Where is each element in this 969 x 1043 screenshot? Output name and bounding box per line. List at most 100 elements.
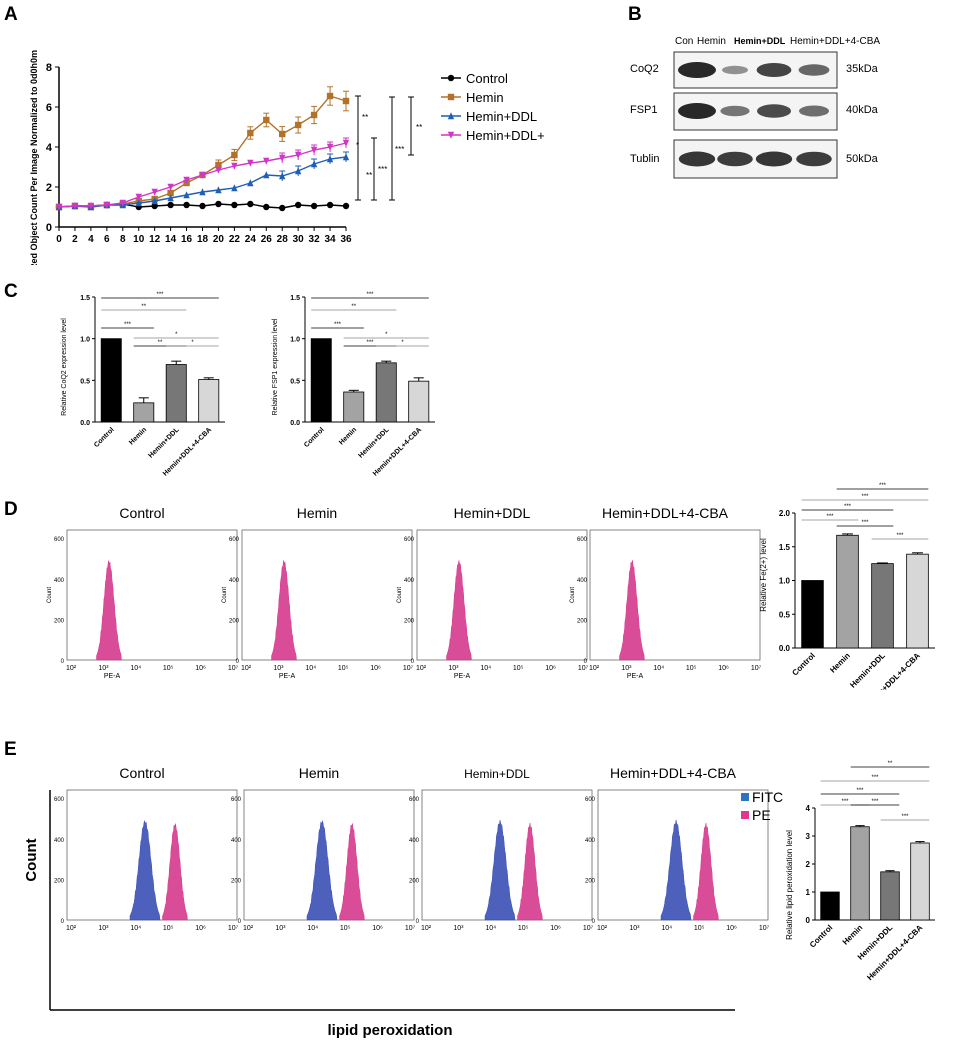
x-tick-label: Control	[790, 651, 816, 677]
data-point	[279, 154, 286, 162]
y-tick-label: 4	[806, 804, 811, 813]
data-point	[342, 139, 350, 147]
data-point	[167, 189, 174, 197]
flow-y-tick-label: 200	[577, 618, 588, 624]
flow-plot-title: Hemin+DDL+4-CBA	[610, 765, 737, 781]
data-point	[183, 201, 190, 209]
bar	[836, 534, 859, 649]
bar	[850, 826, 870, 921]
blot-band	[799, 105, 829, 117]
y-tick-label: 0.0	[290, 420, 300, 427]
panel-c-letter: C	[4, 281, 18, 302]
data-point	[447, 74, 455, 82]
flow-x-tick-label: 10⁷	[751, 665, 762, 672]
panel-e-letter: E	[4, 739, 17, 760]
data-point	[263, 116, 270, 124]
data-point	[310, 111, 318, 119]
histogram-peak	[306, 820, 338, 921]
x-tick-label: 24	[245, 234, 257, 245]
blot-band	[678, 62, 716, 78]
y-tick-label: 0	[806, 916, 811, 925]
sig-label: ***	[856, 788, 864, 794]
data-point	[151, 202, 158, 210]
blot-band	[717, 151, 753, 167]
histogram-peak	[484, 820, 516, 921]
data-point	[279, 172, 286, 180]
y-tick-label: 1.5	[290, 295, 300, 302]
data-point	[294, 121, 302, 129]
panel-b-western-blot: B Con Hemin Hemin+DDL Hemin+DDL+4-CBA Co…	[628, 4, 880, 179]
histogram-peak	[693, 823, 719, 921]
flow-x-tick-label: 10⁷	[228, 925, 239, 932]
panel-d-y-axis-label: Relative Fe(2+) level	[759, 538, 768, 612]
data-point	[247, 179, 254, 187]
bar	[820, 891, 840, 921]
series-line-2	[58, 156, 347, 208]
x-tick-label: 16	[181, 234, 193, 245]
sig-label: ***	[124, 322, 132, 328]
flow-y-tick-label: 400	[404, 578, 415, 584]
x-tick-label: Hemin+DDL	[148, 426, 182, 460]
flow-y-axis-label: Count	[222, 587, 228, 603]
histogram-peak	[162, 823, 188, 921]
flow-x-tick-label: 10²	[66, 925, 77, 932]
flow-x-tick-label: 10²	[66, 665, 77, 672]
bar	[198, 379, 220, 423]
flow-x-tick-label: 10⁷	[403, 665, 414, 672]
data-point	[263, 171, 270, 179]
flow-plot-title: Hemin+DDL	[454, 505, 531, 521]
sig-label: ***	[366, 292, 374, 298]
data-point	[183, 176, 190, 184]
flow-y-tick-label: 200	[231, 878, 242, 884]
sig-label: ***	[871, 775, 879, 781]
sig-label: **	[888, 761, 893, 767]
flow-y-tick-label: 400	[231, 838, 242, 844]
blot-band	[755, 151, 793, 167]
blot-band	[722, 65, 748, 75]
flow-x-tick-label: 10⁵	[694, 925, 705, 932]
flow-x-tick-label: 10⁴	[661, 925, 672, 932]
data-point	[183, 191, 190, 199]
y-tick-label: 1.0	[290, 337, 300, 344]
flow-x-tick-label: 10⁷	[759, 925, 770, 932]
x-tick-label: Hemin	[338, 426, 358, 446]
data-point	[247, 129, 254, 137]
flow-x-tick-label: 10⁵	[163, 925, 174, 932]
flow-y-tick-label: 400	[577, 578, 588, 584]
x-tick-label: 10	[133, 234, 145, 245]
sig-label: **	[416, 123, 422, 132]
legend-pe-swatch	[741, 811, 749, 819]
flow-plot-frame	[241, 529, 413, 661]
sig-label: ***	[826, 514, 834, 520]
flow-y-tick-label: 200	[54, 618, 65, 624]
y-tick-label: 1.0	[80, 337, 90, 344]
flow-y-tick-label: 0	[416, 919, 420, 925]
x-tick-label: 14	[165, 234, 177, 245]
y-tick-label: 6	[46, 102, 52, 114]
flow-y-tick-label: 400	[54, 578, 65, 584]
x-tick-label: 32	[309, 234, 321, 245]
lane-label: Con	[675, 36, 693, 47]
flow-x-tick-label: 10⁵	[340, 925, 351, 932]
flow-y-tick-label: 400	[409, 838, 420, 844]
data-point	[231, 151, 238, 159]
sig-label: ***	[896, 533, 904, 539]
flow-x-tick-label: 10²	[589, 665, 600, 672]
blot-row-label: Tublin	[630, 153, 660, 165]
flow-x-axis-label: PE-A	[279, 673, 296, 680]
x-tick-label: 18	[197, 234, 209, 245]
y-tick-label: 2	[806, 860, 811, 869]
sig-label: **	[366, 171, 372, 180]
flow-y-tick-label: 200	[229, 618, 240, 624]
flow-y-tick-label: 0	[592, 919, 596, 925]
x-tick-label: 8	[120, 234, 126, 245]
flow-x-tick-label: 10³	[629, 925, 640, 932]
bar	[801, 580, 824, 649]
blot-size-label: 50kDa	[846, 153, 879, 165]
flow-x-tick-label: 10²	[597, 925, 608, 932]
data-point	[151, 188, 158, 196]
flow-x-tick-label: 10⁷	[583, 925, 594, 932]
data-point	[326, 155, 334, 163]
flow-x-axis-label: PE-A	[454, 673, 471, 680]
flow-y-tick-label: 600	[409, 797, 420, 803]
